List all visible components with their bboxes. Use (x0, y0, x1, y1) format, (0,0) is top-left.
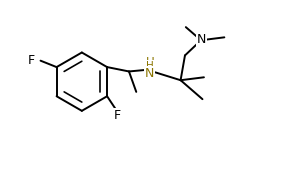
Text: N: N (197, 33, 206, 46)
Text: H
N: H N (146, 56, 154, 84)
Text: H: H (145, 61, 153, 71)
Text: F: F (114, 109, 121, 122)
Text: N: N (145, 67, 154, 80)
Text: F: F (28, 54, 35, 67)
